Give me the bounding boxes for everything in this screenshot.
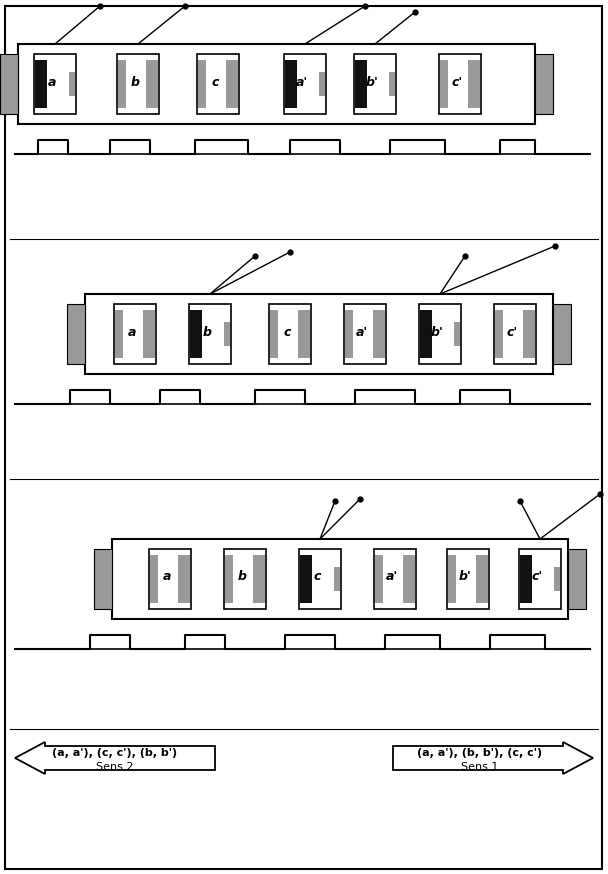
Text: a: a <box>48 75 56 88</box>
Bar <box>269 304 311 364</box>
Bar <box>69 72 75 96</box>
Bar <box>298 310 310 358</box>
Bar <box>285 60 297 108</box>
Text: c': c' <box>506 325 517 338</box>
Bar <box>334 567 340 591</box>
Bar <box>419 304 461 364</box>
Bar <box>197 54 239 114</box>
Bar <box>149 549 191 609</box>
Bar <box>189 304 231 364</box>
Bar <box>225 555 233 603</box>
Bar <box>554 567 560 591</box>
Bar <box>226 60 238 108</box>
Text: c: c <box>212 75 219 88</box>
Bar <box>374 549 416 609</box>
Bar <box>568 549 586 609</box>
Text: c': c' <box>451 75 463 88</box>
Text: b': b' <box>430 325 443 338</box>
Bar <box>284 54 326 114</box>
Bar <box>114 304 156 364</box>
Bar <box>94 549 112 609</box>
Bar <box>440 60 448 108</box>
Polygon shape <box>15 742 215 774</box>
Bar <box>150 555 158 603</box>
Bar <box>118 60 126 108</box>
Bar <box>198 60 206 108</box>
Bar <box>354 54 396 114</box>
Text: c: c <box>313 571 320 584</box>
Bar <box>439 54 481 114</box>
Bar <box>389 72 395 96</box>
Bar <box>270 310 278 358</box>
Text: b': b' <box>458 571 471 584</box>
Text: b: b <box>202 325 212 338</box>
Text: b: b <box>238 571 246 584</box>
Bar <box>355 60 367 108</box>
Bar <box>224 549 266 609</box>
Bar <box>300 555 312 603</box>
Text: b: b <box>131 75 139 88</box>
Bar <box>420 310 432 358</box>
Bar <box>447 549 489 609</box>
Bar <box>448 555 456 603</box>
Bar <box>0 54 18 114</box>
Bar <box>454 322 460 346</box>
Bar <box>146 60 158 108</box>
Bar <box>403 555 415 603</box>
Bar <box>18 44 535 124</box>
Bar <box>519 549 561 609</box>
Bar <box>143 310 155 358</box>
Bar <box>34 54 76 114</box>
Text: a: a <box>128 325 136 338</box>
Bar <box>253 555 265 603</box>
Bar <box>495 310 503 358</box>
Bar <box>375 555 383 603</box>
Text: a': a' <box>356 325 368 338</box>
Bar <box>523 310 535 358</box>
Bar <box>319 72 325 96</box>
Bar <box>178 555 190 603</box>
Text: c': c' <box>531 571 542 584</box>
Bar <box>345 310 353 358</box>
Text: a: a <box>163 571 171 584</box>
Text: c: c <box>283 325 291 338</box>
Bar <box>344 304 386 364</box>
Text: Sens 1: Sens 1 <box>461 762 499 772</box>
Bar <box>553 304 571 364</box>
Text: a': a' <box>386 571 398 584</box>
Text: a': a' <box>296 75 308 88</box>
Bar <box>35 60 47 108</box>
Bar <box>535 54 553 114</box>
Bar <box>520 555 532 603</box>
Text: b': b' <box>365 75 378 88</box>
Bar <box>115 310 123 358</box>
Bar <box>224 322 230 346</box>
Bar <box>468 60 480 108</box>
Bar <box>67 304 85 364</box>
Bar <box>476 555 488 603</box>
Bar <box>117 54 159 114</box>
Bar <box>299 549 341 609</box>
Bar <box>494 304 536 364</box>
Text: (a, a'), (b, b'), (c, c'): (a, a'), (b, b'), (c, c') <box>418 748 542 758</box>
Polygon shape <box>393 742 593 774</box>
Text: (a, a'), (c, c'), (b, b'): (a, a'), (c, c'), (b, b') <box>52 748 178 758</box>
Bar <box>373 310 385 358</box>
Bar <box>85 294 553 374</box>
Bar <box>190 310 202 358</box>
Text: Sens 2: Sens 2 <box>96 762 134 772</box>
Bar <box>112 539 568 619</box>
